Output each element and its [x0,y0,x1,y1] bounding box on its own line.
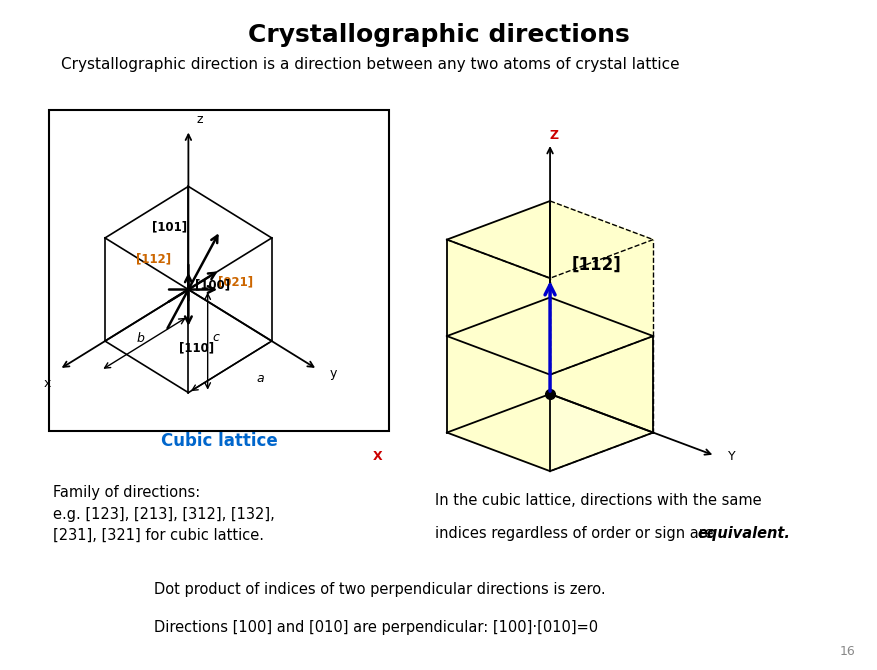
Text: Dot product of indices of two perpendicular directions is zero.: Dot product of indices of two perpendicu… [154,582,606,597]
Text: 16: 16 [839,645,855,658]
Polygon shape [447,240,550,471]
Text: Y: Y [728,450,736,463]
Text: Z: Z [550,129,559,142]
Text: indices regardless of order or sign are: indices regardless of order or sign are [435,526,717,541]
Text: [110]: [110] [179,341,214,354]
Text: y: y [329,366,337,380]
Text: c: c [212,331,219,344]
Text: x: x [44,377,51,390]
Text: a: a [256,373,264,385]
Polygon shape [447,201,550,433]
Text: Crystallographic directions: Crystallographic directions [247,23,630,48]
Text: [101]: [101] [153,220,188,233]
Text: Crystallographic direction is a direction between any two atoms of crystal latti: Crystallographic direction is a directio… [61,57,680,72]
Polygon shape [550,201,653,433]
Polygon shape [447,394,653,471]
Text: [112]: [112] [136,252,171,265]
Text: [112]: [112] [572,256,621,274]
Text: [021]: [021] [217,275,253,288]
FancyBboxPatch shape [49,110,389,431]
Text: In the cubic lattice, directions with the same: In the cubic lattice, directions with th… [435,492,761,508]
Text: Family of directions:
e.g. [123], [213], [312], [132],
[231], [321] for cubic la: Family of directions: e.g. [123], [213],… [53,485,275,543]
Text: equivalent.: equivalent. [697,526,790,541]
Text: z: z [196,113,203,126]
Text: X: X [373,450,382,463]
Text: b: b [136,332,144,344]
Polygon shape [447,201,653,278]
Text: Cubic lattice: Cubic lattice [160,432,278,450]
Text: [100]: [100] [195,279,230,291]
Text: Directions [100] and [010] are perpendicular: [100]·[010]=0: Directions [100] and [010] are perpendic… [154,620,598,634]
